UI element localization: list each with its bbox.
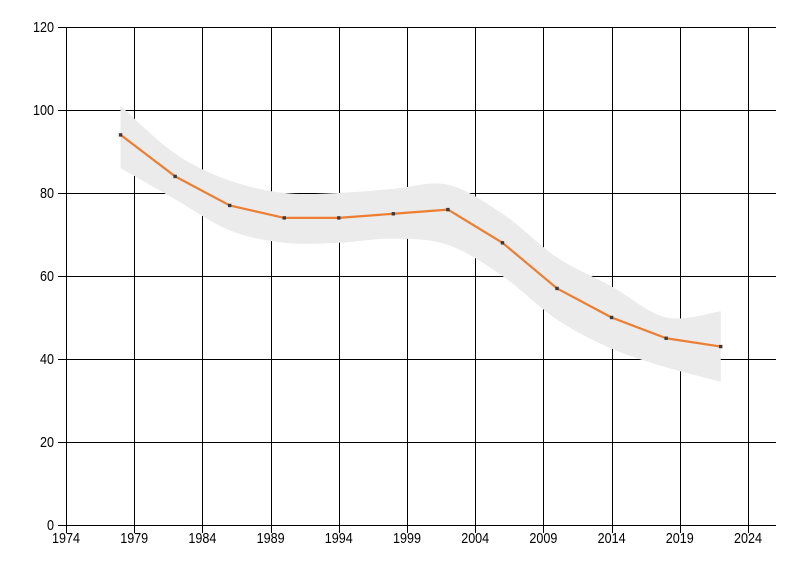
data-point-2006 [500,241,505,245]
data-point-2022 [719,344,723,349]
confidence-band [120,105,721,382]
y-axis-label-100: 100 [33,102,54,119]
x-axis-labels: 1974 1979 1984 1989 1994 1999 2004 2009 2014 2019… [52,530,762,547]
y-axis-label-120: 120 [33,19,54,36]
x-axis-label-2014: 2014 [598,530,626,547]
data-point-markers [118,133,723,349]
data-point-2002 [446,207,450,212]
x-axis-label-2004: 2004 [461,530,489,547]
x-axis-label-1974: 1974 [52,530,80,547]
series-line [119,133,722,348]
data-point-1986 [227,203,232,208]
y-axis-label-40: 40 [40,351,54,368]
y-axis-label-0: 0 [47,517,54,534]
x-axis-label-1979: 1979 [120,530,148,547]
data-point-1994 [337,216,341,220]
data-point-1998 [391,212,396,216]
x-axis-label-1989: 1989 [257,530,285,547]
data-point-2010 [555,286,559,291]
x-axis-label-1994: 1994 [325,530,353,547]
x-axis-label-1999: 1999 [393,530,421,547]
data-point-1982 [173,174,177,179]
y-axis-label-20: 20 [40,434,54,451]
x-axis-label-2024: 2024 [734,530,762,547]
x-axis-label-1984: 1984 [188,530,216,547]
x-axis-label-2019: 2019 [666,530,694,547]
data-point-1978 [118,133,123,137]
data-point-1990 [282,216,286,220]
x-axis-label-2009: 2009 [529,530,557,547]
data-point-2014 [609,315,614,320]
data-point-2018 [664,336,668,340]
y-axis-labels: 0 20 40 60 80 100 120 [33,19,54,534]
y-axis-label-80: 80 [40,185,54,202]
y-axis-label-60: 60 [40,268,54,285]
